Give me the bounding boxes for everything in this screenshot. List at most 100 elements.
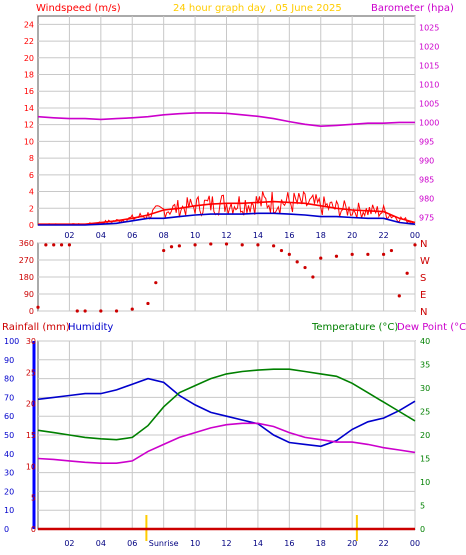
winddir-tick-label: 0: [29, 307, 34, 316]
x-tick-label: 20: [347, 231, 357, 240]
winddir-point: [193, 243, 197, 247]
winddir-point: [334, 254, 339, 258]
windspeed-tick-label: 10: [24, 137, 34, 146]
windspeed-line: [38, 200, 416, 225]
barometer-tick-label: 1020: [419, 42, 439, 51]
x-tick-label: 04: [96, 231, 106, 240]
rainfall-tick-label: 25: [26, 368, 36, 377]
humidity-label: Humidity: [68, 322, 113, 333]
rainfall-tick-label: 5: [31, 494, 36, 503]
x-tick-label: 00: [410, 539, 420, 548]
winddir-point: [397, 294, 401, 298]
compass-tick-label: N: [420, 307, 427, 318]
windspeed-tick-label: 14: [24, 104, 34, 113]
windspeed-tick-label: 18: [24, 71, 34, 80]
barometer-tick-label: 1005: [419, 99, 439, 108]
winddir-tick-label: 360: [19, 239, 34, 248]
winddir-point: [366, 252, 370, 256]
winddir-point: [59, 243, 64, 247]
winddir-point: [311, 275, 315, 279]
x-tick-label: 12: [221, 539, 231, 548]
humidity-tick-label: 30: [4, 469, 14, 478]
barometer-tick-label: 1010: [419, 80, 439, 89]
x-tick-label: 20: [347, 539, 357, 548]
barometer-tick-label: 975: [419, 213, 434, 222]
temperature-tick-label: 40: [420, 337, 430, 346]
humidity-tick-label: 50: [4, 431, 14, 440]
winddir-point: [303, 265, 307, 270]
windspeed-tick-label: 0: [29, 221, 34, 230]
humidity-axis: 0 10 20 30 40 50 60 70 80 90 100: [4, 337, 19, 534]
humidity-tick-label: 80: [4, 375, 14, 384]
barometer-tick-label: 1000: [419, 118, 439, 127]
compass-tick-label: E: [420, 290, 426, 301]
winddir-point: [154, 281, 158, 285]
temperature-label: Temperature (°C): [311, 322, 398, 333]
temperature-tick-label: 15: [420, 455, 430, 464]
humidity-tick-label: 100: [4, 337, 19, 346]
wind-baro-grid: [38, 16, 416, 226]
x-tick-label: 14: [253, 539, 263, 548]
x-tick-label: Sunrise: [149, 539, 179, 548]
windspeed-tick-label: 2: [29, 204, 34, 213]
windspeed-tick-label: 24: [24, 20, 34, 29]
barometer-tick-label: 1025: [419, 23, 439, 32]
windspeed-avg-line: [38, 212, 416, 226]
winddir-point: [389, 248, 394, 253]
winddir-point: [350, 252, 354, 256]
barometer-tick-label: 995: [419, 137, 434, 146]
temperature-axis: 0 5 10 15 20 25 30 35 40: [420, 337, 430, 534]
winddir-point: [287, 252, 291, 256]
humidity-tick-label: 0: [4, 525, 9, 534]
rainfall-tick-label: 30: [26, 337, 36, 346]
barometer-tick-label: 985: [419, 175, 434, 184]
x-tick-label: 22: [378, 539, 388, 548]
winddir-tick-label: 90: [24, 290, 34, 299]
barometer-tick-label: 980: [419, 194, 434, 203]
windspeed-title: Windspeed (m/s): [36, 3, 121, 14]
x-tick-label: 08: [159, 231, 169, 240]
x-tick-label: 02: [64, 539, 74, 548]
x-tick-label: 04: [96, 539, 106, 548]
compass-tick-label: N: [420, 239, 427, 250]
windspeed-tick-label: 4: [29, 188, 34, 197]
wind-baro-x-axis: 02 04 06 08 10 12 14 16 18 20 22 00: [64, 231, 420, 240]
winddir-point: [75, 309, 79, 313]
temperature-tick-label: 10: [420, 478, 430, 487]
winddir-point: [319, 256, 323, 260]
barometer-axis: 975 980 985 990 995 1000 1005 1010 1015 1020 1025: [419, 23, 439, 222]
x-tick-label: 06: [127, 539, 137, 548]
windspeed-tick-label: 22: [24, 37, 34, 46]
winddir-point: [279, 248, 284, 253]
temperature-tick-label: 20: [420, 431, 430, 440]
temperature-tick-label: 5: [420, 502, 425, 511]
x-tick-label: 14: [253, 231, 263, 240]
winddir-point: [177, 244, 181, 248]
winddir-tick-label: 180: [19, 273, 34, 282]
humidity-tick-label: 20: [4, 487, 14, 496]
temp-hum-grid: [38, 340, 416, 530]
winddir-point: [209, 242, 213, 246]
winddir-point: [413, 243, 417, 247]
x-tick-label: 10: [190, 539, 200, 548]
barometer-title: Barometer (hpa): [371, 3, 454, 14]
x-tick-label: 02: [64, 231, 74, 240]
winddir-point: [99, 309, 103, 313]
winddir-point: [130, 307, 134, 311]
x-tick-label: 00: [410, 231, 420, 240]
temperature-tick-label: 30: [420, 384, 430, 393]
winddir-point: [272, 244, 276, 248]
temperature-line: [37, 368, 416, 441]
windspeed-tick-label: 8: [29, 154, 34, 163]
x-tick-label: 16: [284, 539, 294, 548]
dewpoint-label: Dew Point (°C): [397, 322, 466, 333]
temp-hum-series: [37, 368, 416, 531]
x-tick-label: 16: [284, 231, 294, 240]
humidity-tick-label: 70: [4, 393, 14, 402]
chart-title: 24 hour graph day , 05 June 2025: [173, 3, 342, 14]
winddir-point: [67, 243, 72, 247]
